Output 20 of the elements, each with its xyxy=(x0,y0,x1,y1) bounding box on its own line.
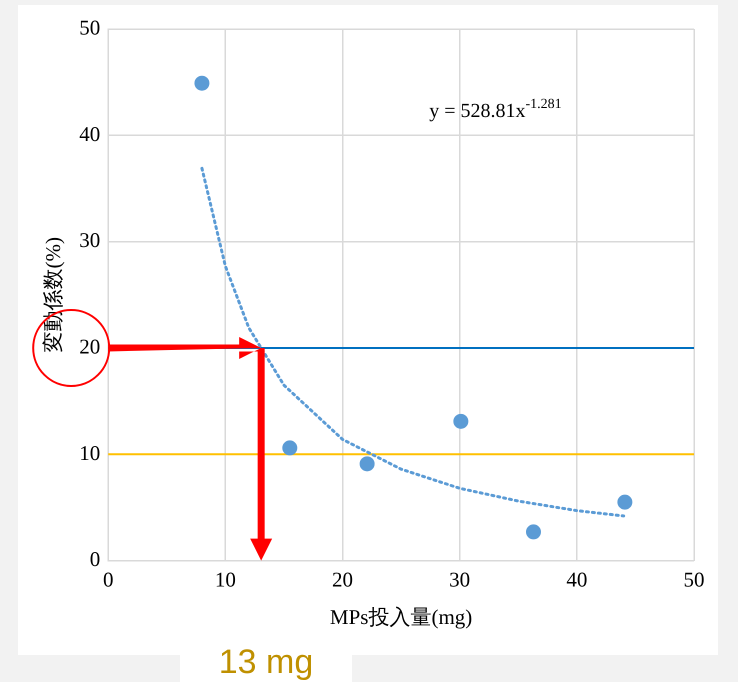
text: 13 mg xyxy=(180,642,352,682)
x-tick-label: 50 xyxy=(684,568,704,592)
x-tick-label: 30 xyxy=(449,568,470,592)
point xyxy=(194,76,210,91)
point xyxy=(526,524,541,540)
y-tick-label: 0 xyxy=(90,547,100,572)
point xyxy=(360,456,375,472)
x-tick-label: 20 xyxy=(332,568,354,592)
y-tick-label: 40 xyxy=(79,122,100,146)
y-tick-label: 10 xyxy=(79,440,100,465)
y-tick-label: 30 xyxy=(79,228,100,252)
y-tick-label: 20 xyxy=(79,334,100,358)
x-tick-label: 10 xyxy=(214,568,236,592)
point xyxy=(453,414,468,429)
x-tick-label: 40 xyxy=(566,568,588,592)
point xyxy=(282,440,298,456)
point xyxy=(617,494,632,510)
y-tick-label: 50 xyxy=(79,16,100,40)
x-axis-title: MPs投入量(mg) xyxy=(330,604,472,629)
line-series xyxy=(200,166,626,518)
